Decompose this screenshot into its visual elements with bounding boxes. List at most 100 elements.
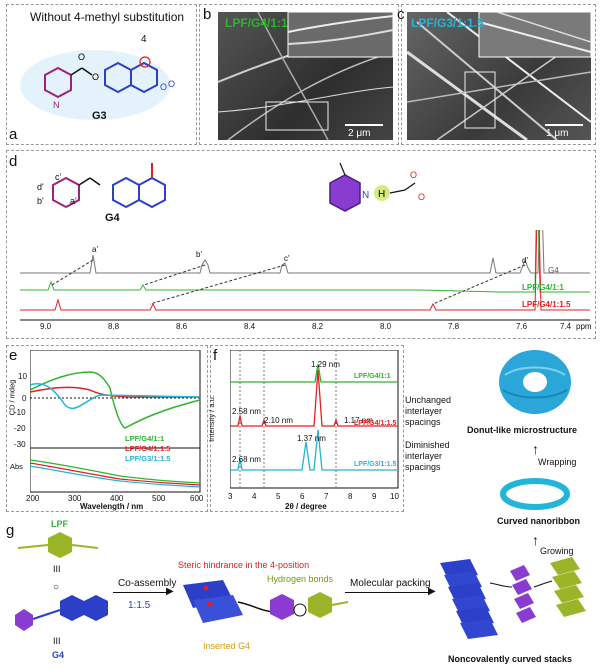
f-ann-117: 1.17 nm <box>344 416 373 425</box>
panel-a-caption: Without 4-methyl substitution <box>30 10 185 24</box>
coassembly-arrow <box>113 592 169 593</box>
e-xtick-300: 300 <box>68 494 82 503</box>
svg-text:O: O <box>78 52 85 62</box>
peak-c-label: c' <box>284 254 290 263</box>
ratio-label: 1:1.5 <box>128 600 151 611</box>
bond-label-2: III <box>53 636 61 646</box>
f-ann-129: 1.29 nm <box>311 360 340 369</box>
svg-text:N: N <box>362 190 369 201</box>
f-ann-268: 2.68 nm <box>232 455 261 464</box>
f-xtick-9: 9 <box>372 492 377 501</box>
donut-image <box>499 350 571 414</box>
packing-arrowhead: ▶ <box>428 586 436 597</box>
panel-c-sample: LPF/G3/1:1.5 <box>411 16 484 30</box>
cd-tick-m20: -20 <box>14 424 26 433</box>
tick-8-0: 8.0 <box>380 322 392 331</box>
hbond-circle-icon: ○ <box>53 582 60 593</box>
trace-1-15-label: LPF/G4/1:1.5 <box>522 300 571 309</box>
e-xlabel: Wavelength / nm <box>80 502 144 511</box>
coassembly-label: Co-assembly <box>118 578 177 589</box>
scale-bar-c <box>545 124 583 126</box>
f-trace-1: LPF/G4/1:1 <box>354 373 391 380</box>
panel-c-letter: c <box>397 6 405 23</box>
stacks-label: Noncovalently curved stacks <box>448 654 573 664</box>
panel-a-letter: a <box>9 126 18 143</box>
ppm-unit: ppm <box>576 322 592 331</box>
f-note-diminished: Diminished interlayer spacings <box>405 440 450 472</box>
svg-text:H: H <box>378 189 385 200</box>
position-4-label: 4 <box>141 34 147 45</box>
lpf-label: LPF <box>51 519 68 529</box>
lpf-molecule <box>18 532 98 558</box>
e-legend-2: LPF/G4/1:1.5 <box>125 444 171 453</box>
wrapping-arrow: ↑ <box>532 441 539 457</box>
cd-tick-m30: -30 <box>14 440 26 449</box>
packing-label: Molecular packing <box>350 578 431 589</box>
e-xtick-200: 200 <box>26 494 40 503</box>
g3-label: G3 <box>92 110 107 122</box>
growing-label: Growing <box>540 546 574 556</box>
hbonds-label: Hydrogen bonds <box>267 574 334 584</box>
panel-a-frame <box>6 4 197 145</box>
g4-molecule <box>15 595 108 631</box>
tick-7-6: 7.6 <box>516 322 528 331</box>
f-xtick-5: 5 <box>276 492 281 501</box>
panel-f-letter: f <box>213 347 218 364</box>
svg-text:O: O <box>160 82 167 92</box>
f-xtick-3: 3 <box>228 492 233 501</box>
peak-d-label: d' <box>522 256 528 265</box>
svg-text:O: O <box>410 170 417 180</box>
svg-text:N: N <box>53 100 60 110</box>
nmr-spectra <box>20 230 590 321</box>
proton-a-label: a' <box>70 196 77 206</box>
tick-8-8: 8.8 <box>108 322 120 331</box>
tick-8-6: 8.6 <box>176 322 188 331</box>
panel-b-letter: b <box>203 6 212 23</box>
coassembly-arrowhead: ▶ <box>166 586 174 597</box>
f-xtick-7: 7 <box>324 492 329 501</box>
panel-b-frame <box>199 4 399 145</box>
ribbon-image <box>500 478 570 510</box>
wrapping-label: Wrapping <box>538 457 577 467</box>
scale-bar-b <box>345 124 383 126</box>
tick-7-4: 7.4 <box>560 322 572 331</box>
panel-f-frame <box>210 345 404 512</box>
cd-tick-10: 10 <box>18 372 27 381</box>
ribbon-label: Curved nanoribbon <box>497 516 580 526</box>
e-legend-1: LPF/G4/1:1 <box>125 434 165 443</box>
tick-8-2: 8.2 <box>312 322 324 331</box>
f-xlabel: 2θ / degree <box>285 502 327 511</box>
hbond-scheme: N H O O <box>329 162 425 212</box>
f-trace-3: LPF/G3/1:1.5 <box>354 461 397 468</box>
g4-structure <box>52 163 166 209</box>
abs-ylabel: Abs <box>10 462 23 471</box>
f-ylabel: Intensity / a.u. <box>206 395 216 442</box>
scale-label-c: 1 μm <box>546 128 569 139</box>
f-ann-137: 1.37 nm <box>297 434 326 443</box>
g3-structure: N O O O O <box>20 50 175 120</box>
g4-label-d: G4 <box>105 212 120 224</box>
f-ann-258: 2.58 nm <box>232 407 261 416</box>
tick-7-8: 7.8 <box>448 322 460 331</box>
nmr-x-axis-ticks: 9.0 8.8 8.6 8.4 8.2 8.0 7.8 7.6 7.4 ppm <box>20 322 592 334</box>
donut-label: Donut-like microstructure <box>467 425 578 435</box>
trace-g4-label: G4 <box>548 266 559 275</box>
f-ann-210: 2.10 nm <box>264 416 293 425</box>
tick-9-0: 9.0 <box>40 322 52 331</box>
coassembled-pair <box>183 580 348 623</box>
e-xtick-600: 600 <box>190 494 204 503</box>
e-xtick-500: 500 <box>152 494 166 503</box>
growing-arrow: ↑ <box>532 532 539 548</box>
inserted-g4-label: Inserted G4 <box>203 641 251 651</box>
g4-label-g: G4 <box>52 650 65 660</box>
curved-stacks <box>440 557 586 639</box>
f-xtick-6: 6 <box>300 492 305 501</box>
proton-c-label: c' <box>55 172 62 182</box>
panel-d-letter: d <box>9 153 18 170</box>
cd-tick-0: 0 <box>22 394 27 403</box>
sem-image-c <box>407 12 591 140</box>
svg-text:O: O <box>168 79 175 89</box>
svg-text:O: O <box>92 72 99 82</box>
svg-text:O: O <box>418 192 425 202</box>
trace-1-1-label: LPF/G4/1:1 <box>522 283 564 292</box>
